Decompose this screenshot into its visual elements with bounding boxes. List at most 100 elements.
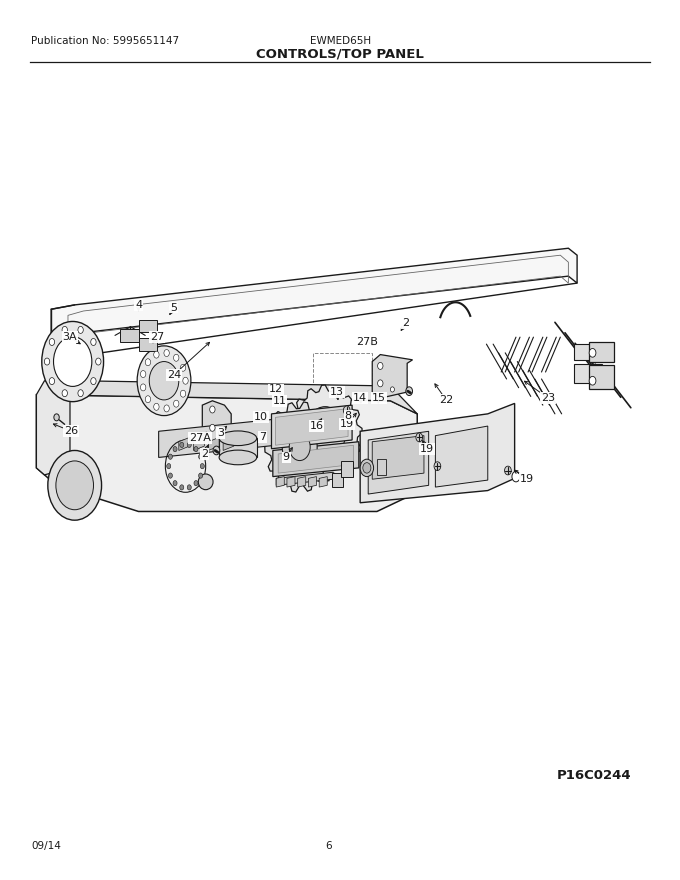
Circle shape xyxy=(173,480,177,486)
Circle shape xyxy=(194,480,198,486)
Text: 6: 6 xyxy=(325,841,332,852)
Circle shape xyxy=(199,473,203,478)
Bar xyxy=(588,365,614,390)
Text: 11: 11 xyxy=(273,396,286,406)
Circle shape xyxy=(149,362,179,400)
Circle shape xyxy=(377,363,383,370)
Polygon shape xyxy=(309,477,316,487)
Text: 27B: 27B xyxy=(356,337,378,348)
Circle shape xyxy=(360,459,373,477)
Circle shape xyxy=(90,339,96,346)
Circle shape xyxy=(589,377,596,385)
Text: Publication No: 5995651147: Publication No: 5995651147 xyxy=(31,35,179,46)
Bar xyxy=(377,459,386,475)
Circle shape xyxy=(282,424,317,470)
Circle shape xyxy=(213,446,220,455)
Circle shape xyxy=(146,396,151,403)
Text: 8: 8 xyxy=(345,411,352,421)
Circle shape xyxy=(187,485,191,490)
Polygon shape xyxy=(372,355,413,398)
Text: 2: 2 xyxy=(201,449,208,459)
Polygon shape xyxy=(372,436,424,480)
Circle shape xyxy=(44,358,50,365)
Circle shape xyxy=(167,464,171,469)
Circle shape xyxy=(406,387,413,395)
Text: EWMED65H: EWMED65H xyxy=(310,35,371,46)
Bar xyxy=(574,364,602,384)
Text: 9: 9 xyxy=(283,452,290,462)
Text: 4: 4 xyxy=(135,300,142,310)
Circle shape xyxy=(62,326,67,334)
Polygon shape xyxy=(273,442,359,477)
Bar xyxy=(341,461,354,477)
Circle shape xyxy=(141,384,146,391)
Bar xyxy=(139,320,157,333)
Circle shape xyxy=(164,349,169,356)
Circle shape xyxy=(209,424,215,431)
Polygon shape xyxy=(435,426,488,487)
Circle shape xyxy=(183,378,188,385)
Text: 24: 24 xyxy=(167,370,182,379)
Circle shape xyxy=(169,473,173,478)
Circle shape xyxy=(305,407,345,459)
Circle shape xyxy=(54,337,92,386)
Text: 26: 26 xyxy=(65,426,78,436)
Circle shape xyxy=(146,359,151,366)
Polygon shape xyxy=(288,385,362,481)
Polygon shape xyxy=(319,477,327,487)
Polygon shape xyxy=(203,400,231,444)
Polygon shape xyxy=(37,381,70,475)
Polygon shape xyxy=(37,394,418,511)
Circle shape xyxy=(589,348,596,357)
Circle shape xyxy=(49,378,54,385)
Polygon shape xyxy=(158,415,310,458)
Circle shape xyxy=(505,466,511,475)
Circle shape xyxy=(49,339,54,346)
Text: 19: 19 xyxy=(420,444,435,454)
Circle shape xyxy=(180,390,186,397)
Circle shape xyxy=(62,390,67,397)
Ellipse shape xyxy=(219,431,257,445)
Polygon shape xyxy=(276,473,333,486)
Polygon shape xyxy=(271,405,352,449)
Text: 14: 14 xyxy=(353,393,367,403)
Circle shape xyxy=(78,326,83,334)
Circle shape xyxy=(96,358,101,365)
Polygon shape xyxy=(368,431,428,494)
Circle shape xyxy=(173,400,179,407)
Polygon shape xyxy=(287,477,295,487)
Polygon shape xyxy=(278,445,354,473)
Text: 7: 7 xyxy=(259,432,267,443)
Text: 22: 22 xyxy=(439,395,454,405)
Polygon shape xyxy=(37,381,418,414)
Circle shape xyxy=(363,463,371,473)
Circle shape xyxy=(199,454,203,459)
Bar xyxy=(120,329,139,341)
Circle shape xyxy=(78,390,83,397)
Circle shape xyxy=(512,472,520,482)
Circle shape xyxy=(154,351,159,358)
Circle shape xyxy=(201,464,204,469)
Circle shape xyxy=(180,443,184,448)
Polygon shape xyxy=(276,477,284,487)
Circle shape xyxy=(218,430,222,436)
Circle shape xyxy=(154,403,159,410)
Circle shape xyxy=(416,433,422,442)
Circle shape xyxy=(377,380,383,387)
Ellipse shape xyxy=(199,474,213,489)
Text: 13: 13 xyxy=(330,387,343,397)
Text: 16: 16 xyxy=(309,421,324,431)
Circle shape xyxy=(173,446,177,451)
Circle shape xyxy=(194,446,198,451)
Circle shape xyxy=(164,405,169,412)
Circle shape xyxy=(289,433,310,460)
Circle shape xyxy=(56,461,93,510)
Text: 12: 12 xyxy=(269,385,284,394)
Polygon shape xyxy=(194,437,204,451)
Polygon shape xyxy=(275,408,348,445)
Bar xyxy=(139,338,157,350)
Polygon shape xyxy=(51,248,577,357)
Circle shape xyxy=(141,370,146,378)
Circle shape xyxy=(187,443,191,448)
Text: 19: 19 xyxy=(339,419,354,429)
